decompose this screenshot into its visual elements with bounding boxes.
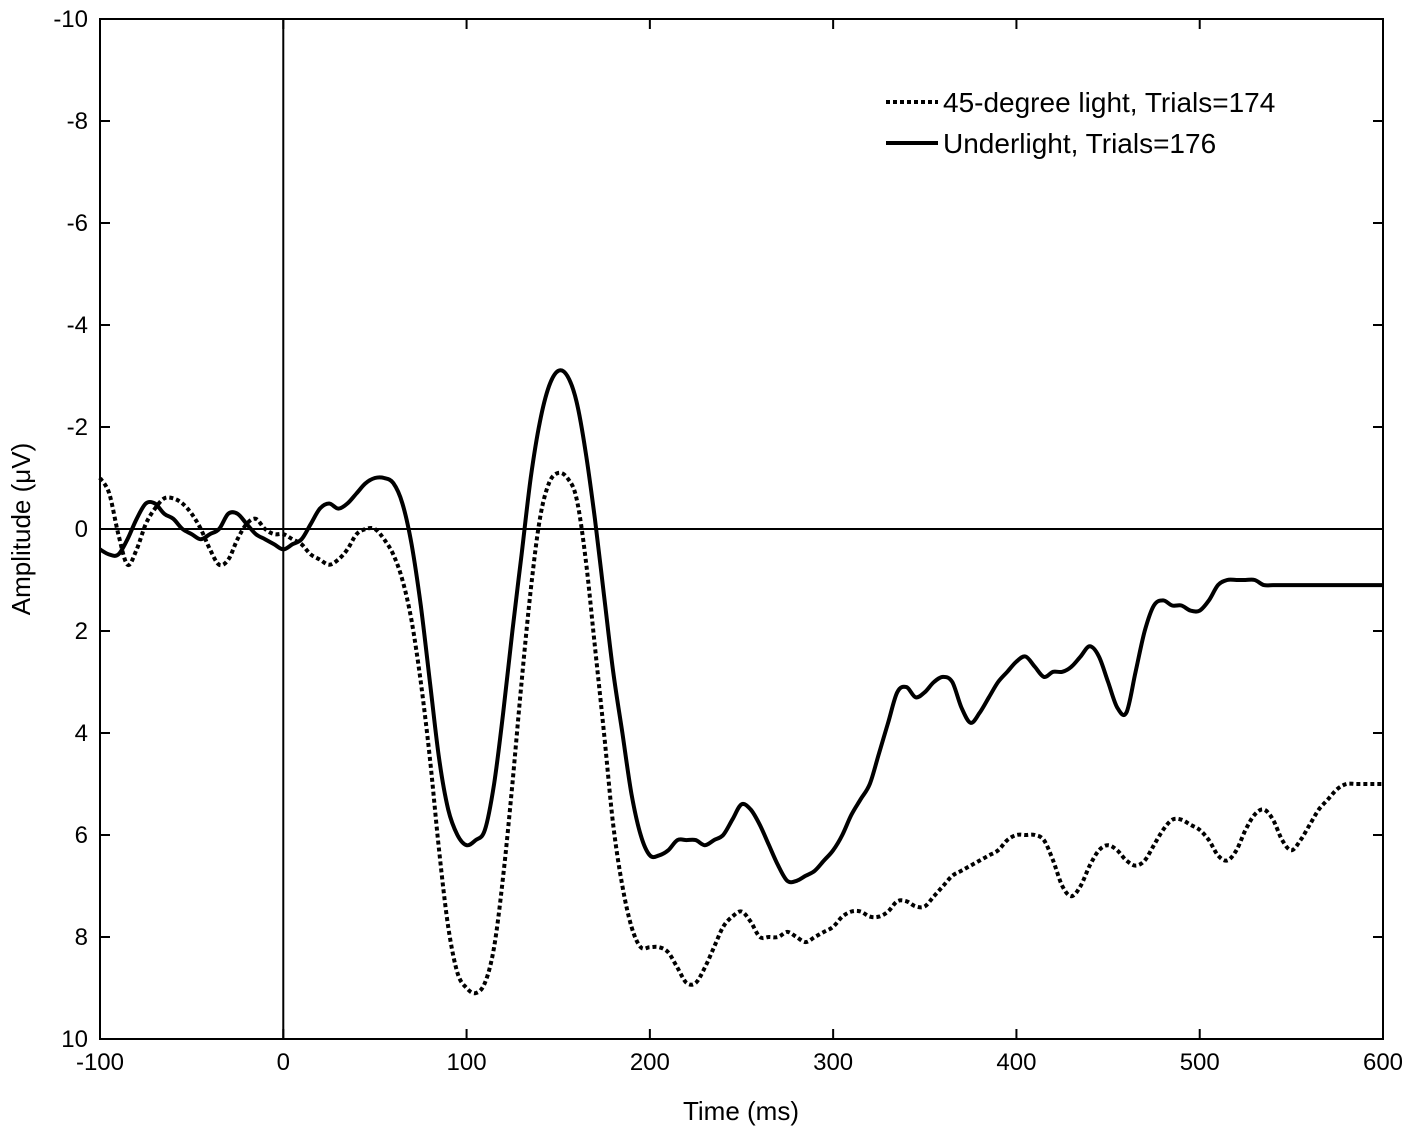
y-tick-label: -8 bbox=[67, 108, 88, 135]
y-tick-label: -6 bbox=[67, 210, 88, 237]
series-line-underlight bbox=[98, 368, 1383, 885]
tick-marks bbox=[99, 18, 1384, 1040]
legend-label-underlight: Underlight, Trials=176 bbox=[943, 128, 1216, 159]
y-tick-label: -2 bbox=[67, 414, 88, 441]
x-tick-label: 100 bbox=[447, 1049, 487, 1076]
y-tick-label: 2 bbox=[75, 618, 88, 645]
y-tick-label: 10 bbox=[61, 1026, 88, 1053]
x-tick-label: 600 bbox=[1363, 1049, 1403, 1076]
y-tick-label: 0 bbox=[75, 516, 88, 543]
legend-label-45-degree: 45-degree light, Trials=174 bbox=[943, 87, 1275, 118]
x-tick-label: 0 bbox=[277, 1049, 290, 1076]
x-tick-label: 500 bbox=[1180, 1049, 1220, 1076]
y-axis-label: Amplitude (μV) bbox=[6, 443, 36, 615]
x-tick-label: 200 bbox=[630, 1049, 670, 1076]
zero-lines bbox=[100, 19, 1383, 1039]
y-tick-label: 8 bbox=[75, 924, 88, 951]
y-tick-label: 6 bbox=[75, 822, 88, 849]
y-tick-label: -4 bbox=[67, 312, 88, 339]
y-tick-label: 4 bbox=[75, 720, 88, 747]
series-line-45-degree-light bbox=[98, 470, 1383, 996]
x-axis-label: Time (ms) bbox=[683, 1096, 799, 1126]
legend: 45-degree light, Trials=174 Underlight, … bbox=[886, 87, 1275, 159]
y-tick-label: -10 bbox=[53, 6, 88, 33]
x-tick-label: -100 bbox=[76, 1049, 124, 1076]
x-tick-label: 300 bbox=[813, 1049, 853, 1076]
series-layer bbox=[98, 368, 1383, 996]
tick-labels: -100 0 100 200 300 400 500 600 -10 -8 -6 -4 -2 0 2 4 6 8 1… bbox=[53, 6, 1403, 1076]
x-tick-label: 400 bbox=[996, 1049, 1036, 1076]
